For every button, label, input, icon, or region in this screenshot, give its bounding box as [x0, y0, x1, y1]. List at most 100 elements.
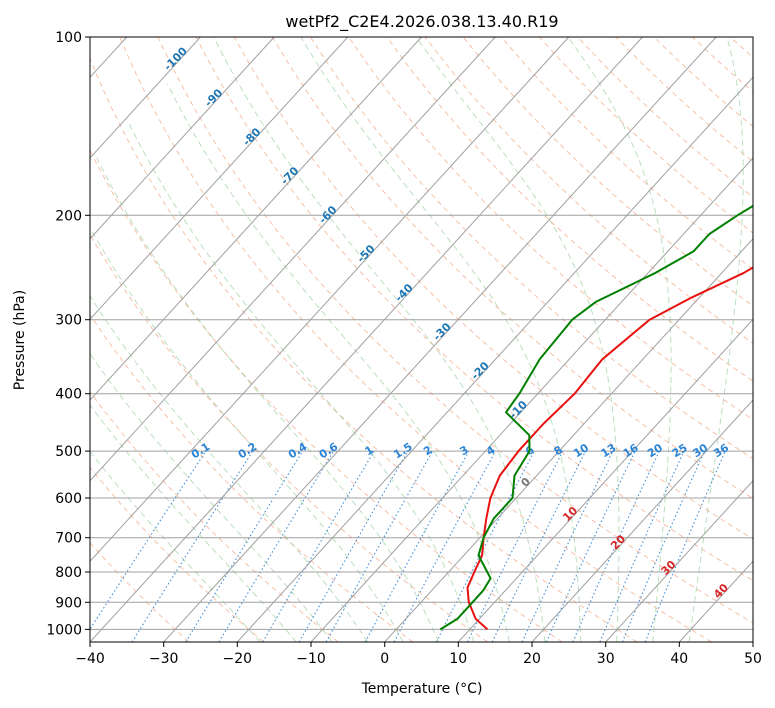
isotherm-line — [90, 37, 201, 159]
isotherm-label: -30 — [431, 320, 454, 343]
isotherm-label: -20 — [469, 359, 492, 382]
isotherm-line — [90, 37, 422, 401]
mixing-ratio-label: 16 — [621, 441, 641, 460]
x-tick-label: −30 — [149, 651, 179, 667]
moist-adiabat-line — [90, 294, 369, 642]
moist-adiabat-line — [415, 37, 620, 642]
dewpoint-profile — [439, 204, 753, 631]
isotherm-line — [90, 37, 570, 563]
mixing-ratio-label: 13 — [599, 441, 619, 460]
x-axis-label: Temperature (°C) — [361, 681, 483, 697]
isotherm-line — [531, 399, 753, 642]
temperature-profile — [466, 266, 753, 631]
isotherm-label: -70 — [278, 164, 301, 187]
mixing-ratio-label: 0.1 — [189, 440, 212, 461]
mixing-ratio-label: 36 — [711, 441, 731, 460]
x-tick-label: 0 — [380, 651, 389, 667]
dry-adiabat-line — [653, 37, 753, 128]
mixing-ratio-line — [364, 450, 470, 642]
y-tick-label: 100 — [55, 30, 82, 46]
isotherm-label: 20 — [608, 532, 628, 552]
mixing-ratio-line — [393, 450, 496, 642]
mixing-ratio-line — [131, 450, 254, 642]
mixing-ratio-line — [491, 450, 587, 642]
x-tick-label: −10 — [296, 651, 326, 667]
isotherm-line — [90, 37, 643, 642]
isotherm-label: -60 — [316, 203, 339, 226]
x-tick-label: 20 — [523, 651, 541, 667]
isotherm-label: 30 — [659, 558, 679, 578]
mixing-ratio-line — [467, 450, 564, 642]
dry-adiabat-line — [424, 37, 753, 344]
moist-adiabat-line — [166, 83, 510, 642]
isotherm-line — [605, 479, 753, 642]
mixing-ratio-label: 0.4 — [286, 440, 310, 462]
x-tick-label: 10 — [449, 651, 467, 667]
y-tick-label: 200 — [55, 208, 82, 224]
isotherm-line — [457, 318, 753, 642]
mixing-ratio-label: 25 — [670, 441, 690, 460]
dry-adiabat-line — [729, 37, 753, 58]
mixing-ratio-label: 30 — [690, 441, 710, 460]
dry-adiabat-line — [538, 37, 753, 234]
isotherm-line — [310, 157, 753, 642]
moist-adiabat-line — [128, 123, 475, 642]
y-tick-label: 500 — [55, 444, 82, 460]
moist-adiabat-line — [90, 226, 404, 642]
y-tick-label: 700 — [55, 531, 82, 547]
isotherm-line — [90, 37, 349, 321]
mixing-ratio-line — [185, 450, 304, 642]
isotherm-line — [384, 237, 753, 642]
dry-adiabat-line — [90, 57, 638, 642]
isotherm-line — [90, 37, 275, 240]
x-tick-label: −20 — [223, 651, 253, 667]
isotherm-line — [752, 641, 753, 642]
mixing-ratio-line — [262, 450, 375, 642]
isotherm-label: -40 — [392, 281, 415, 304]
isotherm-line — [163, 37, 717, 642]
dry-adiabat-line — [90, 233, 488, 642]
dry-adiabat-line — [90, 466, 264, 642]
dry-adiabat-line — [157, 37, 753, 624]
dry-adiabat-line — [758, 28, 775, 642]
isotherm-label: -10 — [507, 398, 530, 421]
y-tick-label: 1000 — [46, 622, 82, 638]
dry-adiabat-line — [90, 542, 190, 642]
dry-adiabat-line — [271, 37, 753, 500]
isotherm-line — [90, 37, 496, 482]
x-tick-label: 50 — [744, 651, 762, 667]
moist-adiabat-line — [300, 37, 582, 642]
dry-adiabat-line — [691, 37, 753, 93]
isotherm-label: -100 — [161, 44, 190, 73]
mixing-ratio-line — [621, 450, 706, 642]
y-tick-label: 300 — [55, 313, 82, 329]
mixing-ratio-line — [325, 450, 434, 642]
moist-adiabat-line — [90, 451, 261, 642]
mixing-ratio-line — [90, 450, 207, 631]
x-tick-label: 30 — [597, 651, 615, 667]
mixing-ratio-line — [572, 450, 660, 642]
mixing-ratio-label: 0.2 — [236, 440, 259, 461]
isotherm-label: 10 — [560, 504, 580, 524]
plot-frame — [89, 36, 754, 643]
isotherm-label: -90 — [202, 86, 225, 109]
mixing-ratio-label: 20 — [645, 441, 665, 460]
moist-adiabat-line — [567, 37, 672, 642]
profile-series — [439, 204, 753, 631]
moist-adiabat-line — [90, 352, 333, 642]
axis-ticks: −40 −30 −20 −10 0 10 20 30 40 50 1000 900 800 700 600 5… — [46, 30, 762, 667]
moist-adiabat-line — [213, 37, 546, 642]
mixing-ratio-line — [218, 450, 334, 642]
y-tick-label: 900 — [55, 595, 82, 611]
dry-adiabat-line — [119, 37, 712, 642]
y-tick-label: 400 — [55, 387, 82, 403]
chart-title: wetPf2_C2E4.2026.038.13.40.R19 — [285, 12, 558, 32]
x-tick-label: 40 — [670, 651, 688, 667]
dry-adiabat-line — [90, 391, 339, 642]
mixing-ratio-label: 1.5 — [391, 440, 414, 461]
mixing-ratio-line — [644, 450, 726, 642]
isotherm-label: 40 — [711, 581, 731, 601]
isotherm-line — [236, 76, 753, 642]
y-tick-label: 800 — [55, 565, 82, 581]
